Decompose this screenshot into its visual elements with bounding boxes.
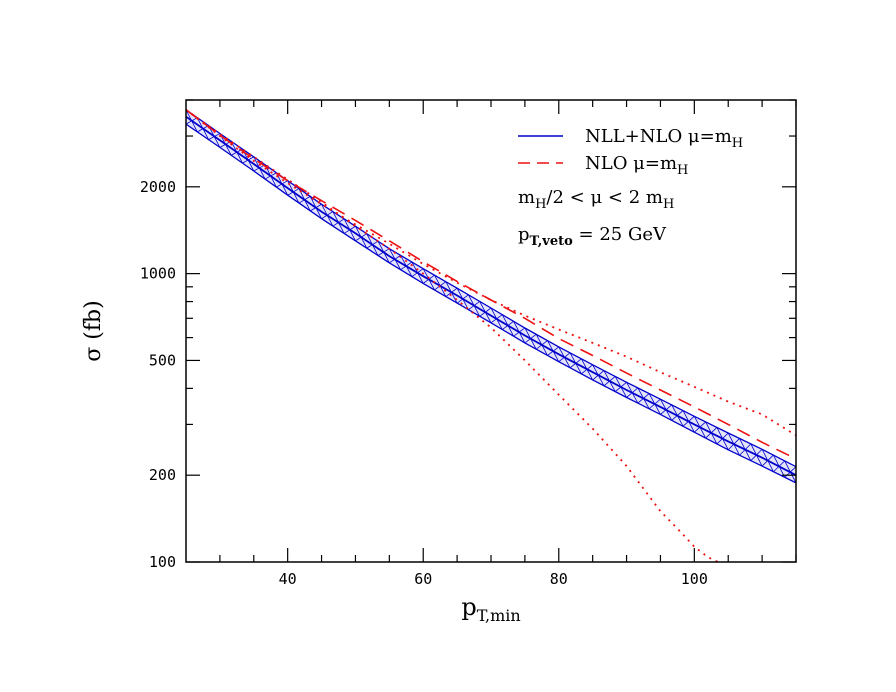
- legend-scale-note: mH/2 < μ < 2 mH: [518, 187, 674, 212]
- uncertainty-band: [186, 109, 796, 483]
- x-axis-title: pT,min: [461, 593, 520, 625]
- legend: NLL+NLO μ=mH NLO μ=mH mH/2 < μ < 2 mH pT…: [518, 126, 743, 249]
- tick-labels-layer: 40 60 80 100 100 200 500 1000 2000: [140, 178, 708, 588]
- legend-entry-nll-nlo: NLL+NLO μ=mH: [585, 126, 743, 151]
- plot-frame: [185, 99, 797, 563]
- legend-entry-nlo: NLO μ=mH: [585, 153, 688, 178]
- y-tick-label: 200: [149, 466, 176, 484]
- series-layer: [186, 109, 796, 562]
- x-tick-label: 100: [681, 570, 708, 588]
- y-tick-label: 100: [149, 553, 176, 571]
- x-tick-label: 40: [279, 570, 297, 588]
- band-lower-line: [186, 123, 796, 484]
- y-tick-label: 2000: [140, 178, 176, 196]
- series-line-dashed: [186, 109, 796, 460]
- y-tick-label: 1000: [140, 265, 176, 283]
- series-line-nll-nlo: [186, 115, 796, 476]
- x-tick-label: 80: [550, 570, 568, 588]
- ticks-layer: [186, 99, 797, 563]
- series-line-dotted: [186, 109, 796, 437]
- legend-veto-note: pT,veto = 25 GeV: [518, 224, 667, 249]
- y-tick-label: 500: [149, 351, 176, 369]
- band-upper-line: [186, 109, 796, 468]
- y-axis-title: σ (fb): [81, 300, 106, 361]
- x-tick-label: 60: [414, 570, 432, 588]
